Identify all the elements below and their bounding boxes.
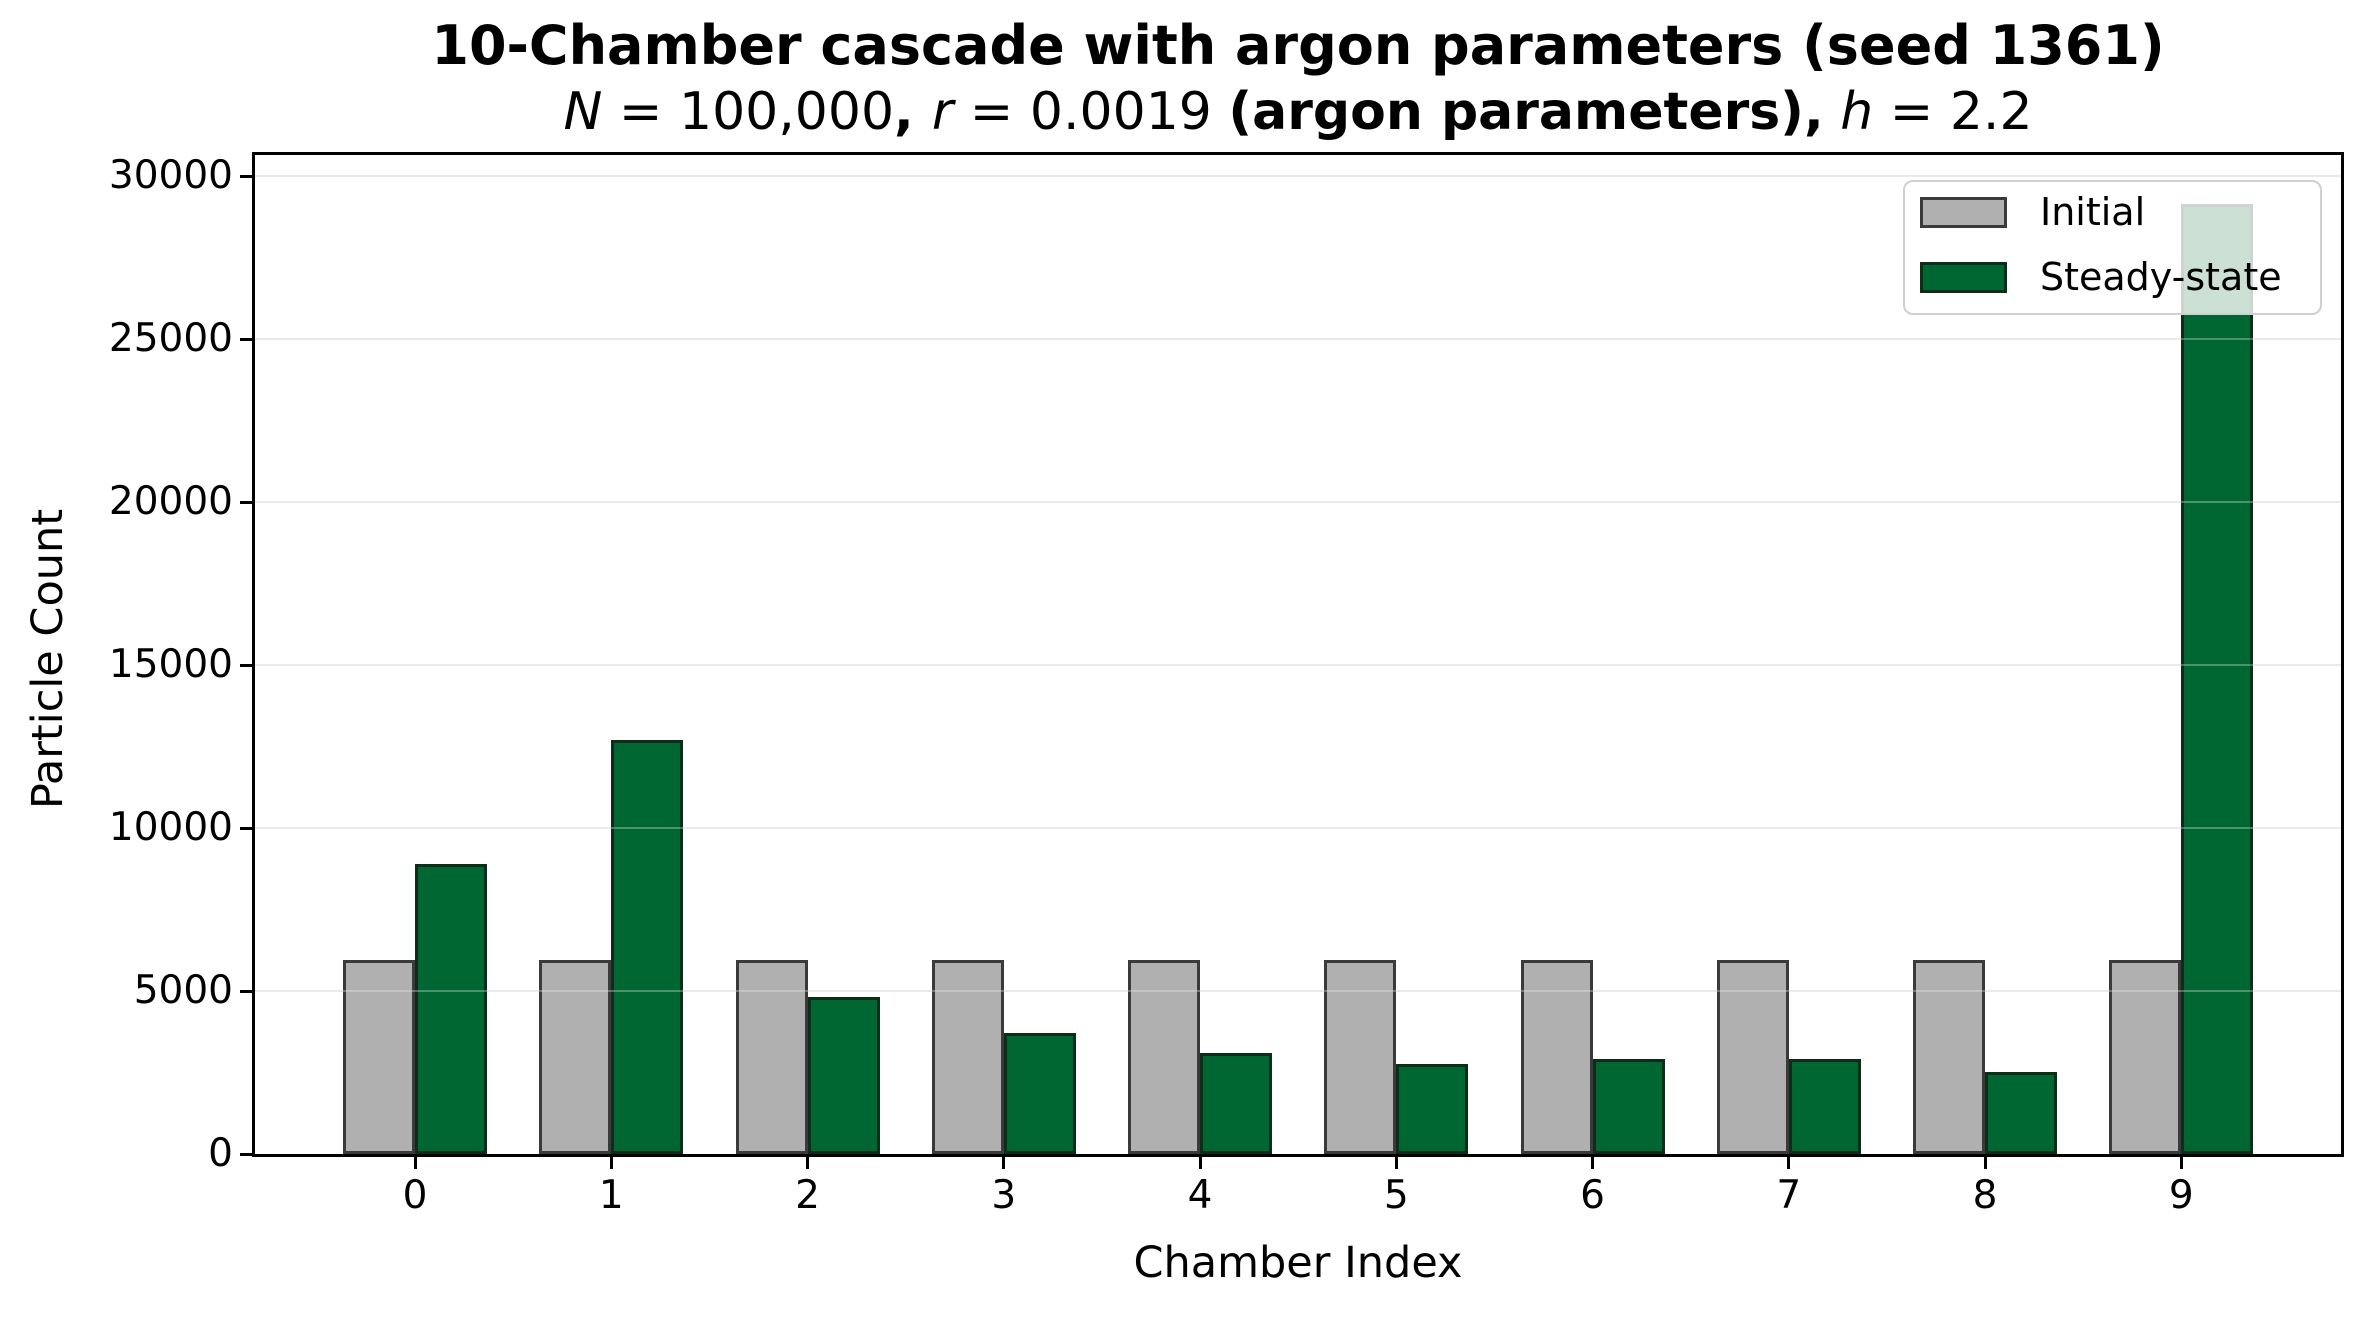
plot-area <box>255 155 2341 1154</box>
bar-steady-state-chamber-4 <box>1200 1053 1272 1154</box>
legend-swatch-initial <box>1920 197 2007 228</box>
x-tick-1 <box>609 1156 613 1169</box>
subtitle-segment: N <box>563 82 603 142</box>
x-tick-6 <box>1591 1156 1594 1169</box>
y-tick-label-30000: 30000 <box>108 153 233 199</box>
x-tick-label-2: 2 <box>795 1173 820 1218</box>
bar-initial-chamber-6 <box>1520 960 1593 1154</box>
y-tick-20000 <box>240 500 253 504</box>
gridline-30000 <box>255 175 2341 178</box>
x-tick-label-7: 7 <box>1776 1173 1802 1218</box>
x-tick-label-9: 9 <box>2168 1173 2194 1218</box>
y-tick-label-5000: 5000 <box>133 968 233 1014</box>
bar-initial-chamber-5 <box>1324 960 1397 1154</box>
bar-steady-state-chamber-0 <box>415 864 487 1154</box>
x-tick-label-8: 8 <box>1972 1173 1998 1218</box>
x-tick-3 <box>1002 1156 1006 1169</box>
y-tick-label-0: 0 <box>208 1131 233 1176</box>
gridline-25000 <box>255 338 2341 341</box>
y-tick-5000 <box>240 989 253 993</box>
bar-steady-state-chamber-2 <box>807 997 880 1154</box>
y-tick-25000 <box>240 337 253 341</box>
subtitle-segment <box>1824 82 1841 142</box>
x-tick-0 <box>413 1156 417 1169</box>
subtitle-segment: (argon parameters), <box>1228 82 1824 142</box>
x-tick-7 <box>1787 1156 1791 1169</box>
x-tick-label-4: 4 <box>1187 1173 1213 1218</box>
subtitle-segment: = 0.0019 <box>953 82 1229 142</box>
legend-label-initial: Initial <box>2040 190 2146 234</box>
bar-steady-state-chamber-5 <box>1396 1064 1469 1154</box>
bar-initial-chamber-3 <box>931 960 1004 1154</box>
bar-initial-chamber-7 <box>1716 960 1789 1154</box>
bar-steady-state-chamber-6 <box>1592 1059 1665 1154</box>
subtitle-segment: = 100,000 <box>602 82 895 142</box>
legend: Initial Steady-state <box>1903 180 2322 315</box>
y-axis-label: Particle Count <box>23 508 73 810</box>
x-tick-label-5: 5 <box>1383 1173 1409 1218</box>
bar-steady-state-chamber-8 <box>1985 1072 2057 1154</box>
chart-subtitle: N = 100,000, r = 0.0019 (argon parameter… <box>255 82 2341 142</box>
bar-initial-chamber-2 <box>735 960 808 1154</box>
gridline-15000 <box>255 664 2341 667</box>
bar-steady-state-chamber-9 <box>2181 204 2254 1154</box>
gridline-overlay-15000 <box>255 664 2341 667</box>
x-tick-4 <box>1198 1156 1202 1169</box>
bar-initial-chamber-9 <box>2109 960 2182 1154</box>
y-tick-label-20000: 20000 <box>108 479 233 525</box>
y-tick-30000 <box>240 174 253 178</box>
legend-label-steady-state: Steady-state <box>2040 255 2282 299</box>
x-axis-label: Chamber Index <box>1133 1238 1463 1288</box>
x-tick-label-6: 6 <box>1580 1173 1605 1218</box>
legend-swatch-steady-state <box>1920 262 2007 293</box>
x-tick-8 <box>1983 1156 1987 1169</box>
subtitle-segment: h <box>1840 82 1874 142</box>
x-tick-9 <box>2179 1156 2183 1169</box>
bar-initial-chamber-1 <box>539 960 612 1154</box>
y-tick-15000 <box>240 663 253 667</box>
gridline-overlay-20000 <box>255 501 2341 504</box>
y-tick-label-10000: 10000 <box>108 805 233 851</box>
subtitle-segment: r <box>931 82 954 142</box>
y-tick-0 <box>240 1152 253 1156</box>
gridline-overlay-10000 <box>255 827 2341 830</box>
x-tick-5 <box>1394 1156 1398 1169</box>
bar-steady-state-chamber-3 <box>1003 1033 1076 1154</box>
y-tick-label-15000: 15000 <box>108 642 233 688</box>
y-tick-label-25000: 25000 <box>108 316 233 362</box>
chart-title: 10-Chamber cascade with argon parameters… <box>431 14 2165 77</box>
gridline-overlay-30000 <box>255 175 2341 178</box>
bar-steady-state-chamber-7 <box>1788 1059 1861 1154</box>
gridline-10000 <box>255 827 2341 830</box>
gridline-20000 <box>255 501 2341 504</box>
gridline-5000 <box>255 990 2341 993</box>
bar-steady-state-chamber-1 <box>611 740 684 1154</box>
y-tick-10000 <box>240 826 253 830</box>
x-tick-label-3: 3 <box>991 1173 1017 1218</box>
gridline-overlay-5000 <box>255 990 2341 993</box>
bar-initial-chamber-0 <box>343 960 415 1154</box>
x-tick-label-1: 1 <box>598 1173 624 1218</box>
bar-initial-chamber-8 <box>1913 960 1985 1154</box>
x-tick-2 <box>806 1156 809 1169</box>
subtitle-segment: , <box>894 82 932 142</box>
bar-initial-chamber-4 <box>1128 960 1200 1154</box>
gridline-overlay-25000 <box>255 338 2341 341</box>
subtitle-segment: = 2.2 <box>1873 82 2033 142</box>
x-tick-label-0: 0 <box>402 1173 428 1218</box>
